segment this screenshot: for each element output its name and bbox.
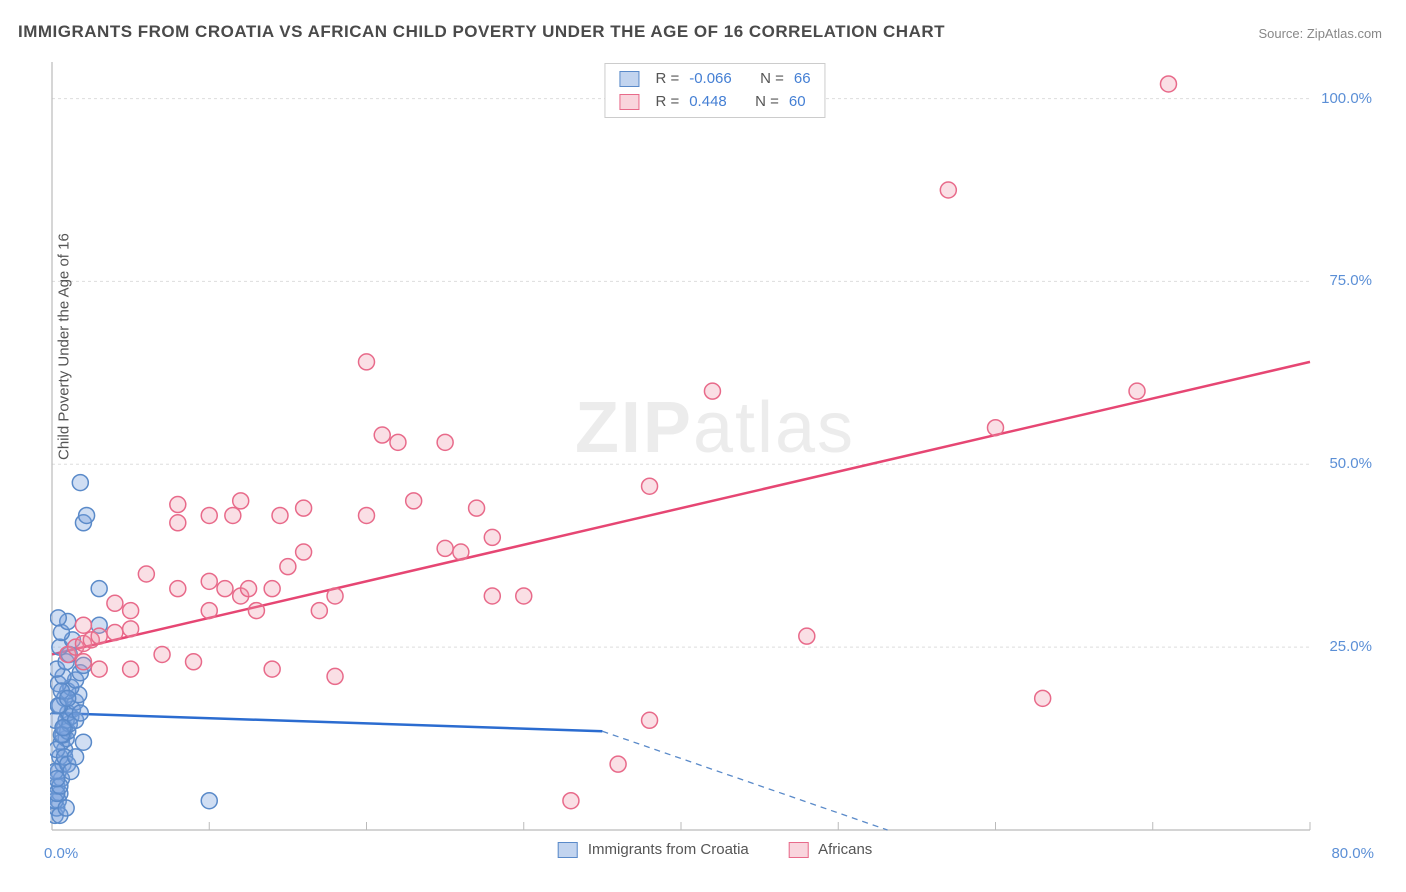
- source-label: Source: ZipAtlas.com: [1258, 26, 1382, 41]
- x-legend-label-1: Immigrants from Croatia: [588, 841, 749, 858]
- chart-container: IMMIGRANTS FROM CROATIA VS AFRICAN CHILD…: [0, 0, 1406, 892]
- legend-n-value-2: 60: [789, 91, 806, 114]
- correlation-legend: R = -0.066 N = 66 R = 0.448 N = 60: [604, 63, 825, 118]
- legend-swatch-africans-icon: [789, 842, 809, 858]
- legend-row-2: R = 0.448 N = 60: [619, 91, 810, 114]
- legend-swatch-croatia: [619, 71, 639, 87]
- legend-r-value-1: -0.066: [689, 68, 732, 91]
- chart-svg: [50, 60, 1380, 860]
- legend-swatch-africans: [619, 94, 639, 110]
- chart-title: IMMIGRANTS FROM CROATIA VS AFRICAN CHILD…: [18, 22, 945, 42]
- legend-r-value-2: 0.448: [689, 91, 727, 114]
- plot-area: Child Poverty Under the Age of 16 ZIPatl…: [50, 60, 1380, 860]
- x-tick-0: 0.0%: [44, 845, 78, 862]
- legend-n-value-1: 66: [794, 68, 811, 91]
- y-tick-label: 50.0%: [1329, 455, 1372, 472]
- y-tick-label: 100.0%: [1321, 90, 1372, 107]
- x-legend-item-1: Immigrants from Croatia: [558, 841, 749, 858]
- legend-swatch-croatia-icon: [558, 842, 578, 858]
- legend-n-label: N =: [755, 91, 779, 114]
- y-axis-label: Child Poverty Under the Age of 16: [56, 233, 73, 460]
- y-tick-label: 75.0%: [1329, 272, 1372, 289]
- legend-n-label: N =: [760, 68, 784, 91]
- legend-row-1: R = -0.066 N = 66: [619, 68, 810, 91]
- x-legend-item-2: Africans: [789, 841, 873, 858]
- x-tick-last: 80.0%: [1331, 845, 1374, 862]
- y-tick-label: 25.0%: [1329, 638, 1372, 655]
- legend-r-label: R =: [655, 91, 679, 114]
- legend-r-label: R =: [655, 68, 679, 91]
- x-legend-label-2: Africans: [818, 841, 872, 858]
- x-axis-legend: Immigrants from Croatia Africans: [558, 841, 873, 858]
